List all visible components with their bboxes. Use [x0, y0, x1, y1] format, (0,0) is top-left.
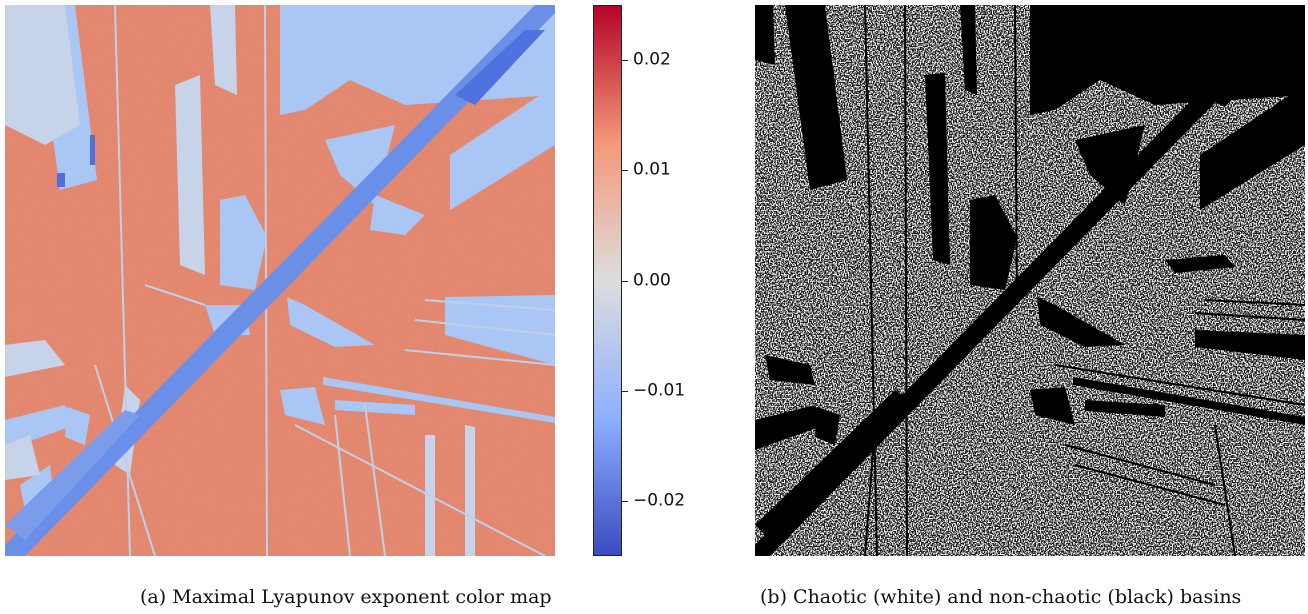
colorbar: [593, 5, 622, 556]
colorbar-tick-label: 0.01: [633, 159, 671, 180]
lyapunov-map-svg: [5, 5, 555, 556]
regular-mid-regions: [5, 5, 475, 556]
diagonal-band: [5, 5, 555, 556]
colorbar-tick: [622, 280, 628, 282]
caption-a: (a) Maximal Lyapunov exponent color map: [140, 586, 552, 608]
colorbar-tick: [622, 500, 628, 502]
colorbar-tick-label: 0.00: [633, 270, 671, 290]
basins-map: [755, 5, 1305, 556]
colorbar-tick: [622, 390, 628, 392]
colorbar-tick: [622, 60, 628, 62]
colorbar-tick-label: −0.01: [633, 380, 686, 401]
basin-streaks: [864, 5, 1305, 556]
colorbar-tick-label: 0.02: [633, 49, 671, 70]
lyapunov-color-map: [5, 5, 555, 556]
small-deep-region: [57, 173, 65, 187]
small-deep-region-2: [90, 135, 95, 165]
colorbar-tick: [622, 170, 628, 172]
non-chaotic-basins: [755, 5, 1305, 450]
caption-b: (b) Chaotic (white) and non-chaotic (bla…: [760, 586, 1242, 608]
basins-map-svg: [755, 5, 1305, 556]
colorbar-tick-label: −0.02: [633, 490, 686, 511]
regular-regions: [5, 5, 555, 510]
basin-diagonal: [755, 5, 1305, 556]
